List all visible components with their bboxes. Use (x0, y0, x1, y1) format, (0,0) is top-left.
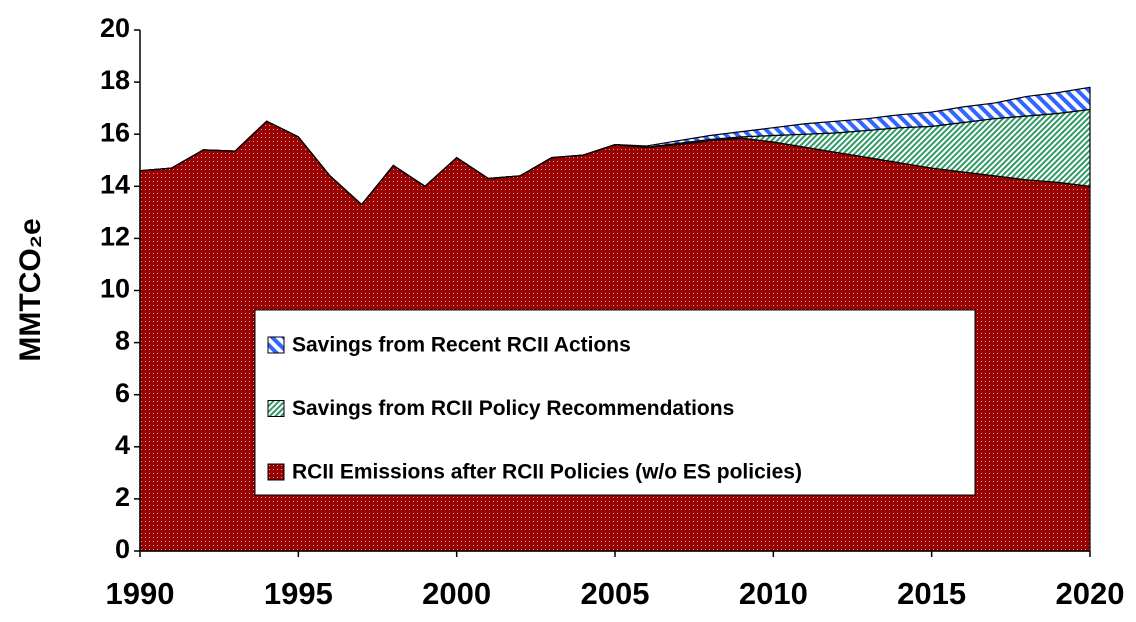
x-tick-label: 2020 (1056, 576, 1125, 611)
legend-swatch (267, 463, 285, 481)
y-tick-label: 0 (115, 534, 130, 564)
y-tick-label: 6 (115, 378, 130, 408)
x-tick-label: 1990 (106, 576, 175, 611)
area (139, 86, 1091, 206)
legend-box (254, 309, 976, 496)
y-tick-label: 20 (100, 13, 130, 43)
y-tick-label: 4 (115, 430, 130, 460)
x-tick-label: 2010 (739, 576, 808, 611)
y-tick-label: 12 (100, 222, 130, 252)
y-tick-label: 2 (115, 482, 130, 512)
y-tick-label: 8 (115, 326, 130, 356)
x-tick-label: 2005 (581, 576, 650, 611)
legend-label: Savings from Recent RCII Actions (292, 334, 631, 357)
legend-swatch (267, 336, 285, 354)
y-axis-label: MMTCO₂e (14, 218, 47, 361)
y-tick-label: 18 (100, 65, 130, 95)
x-tick-label: 2000 (422, 576, 491, 611)
x-tick-label: 2015 (897, 576, 966, 611)
legend-label: Savings from RCII Policy Recommendations (292, 397, 734, 420)
y-tick-label: 16 (100, 117, 130, 147)
x-tick-label: 1995 (264, 576, 333, 611)
legend-label: RCII Emissions after RCII Policies (w/o … (292, 461, 802, 484)
legend-swatch (267, 400, 285, 417)
y-tick-label: 14 (100, 169, 130, 199)
y-tick-label: 10 (100, 274, 130, 304)
